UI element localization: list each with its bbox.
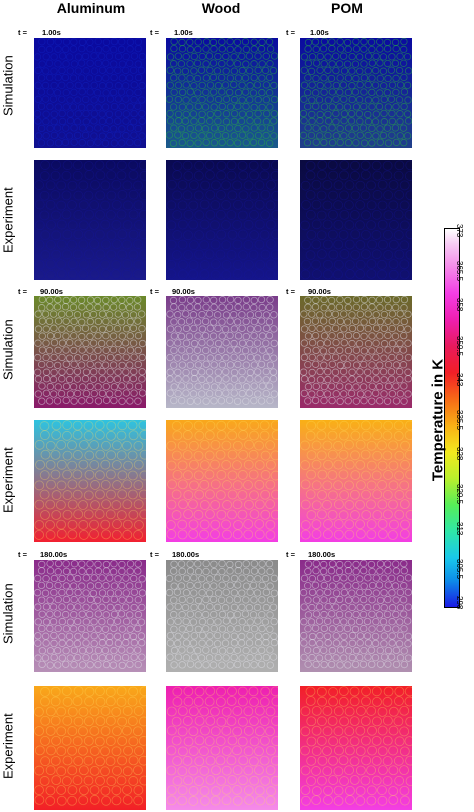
row-label-simulation-1: Simulation bbox=[0, 55, 16, 117]
experiment-panel bbox=[300, 160, 412, 280]
time-value-label: 1.00s bbox=[310, 28, 329, 37]
time-prefix-label: t = bbox=[150, 550, 159, 559]
colorbar-tick-label: 373 bbox=[455, 224, 464, 238]
time-prefix-label: t = bbox=[286, 287, 295, 296]
time-prefix-label: t = bbox=[286, 550, 295, 559]
experiment-panel bbox=[34, 686, 146, 810]
time-value-label: 180.00s bbox=[308, 550, 336, 559]
panel-image bbox=[166, 420, 278, 542]
colorbar-tick-label: 320.5 bbox=[455, 484, 464, 505]
colorbar-tick-label: 328 bbox=[455, 447, 464, 461]
panel-image bbox=[300, 420, 412, 542]
row-label-experiment-2: Experiment bbox=[0, 447, 16, 513]
time-value-label: 90.00s bbox=[308, 287, 331, 296]
colorbar-gradient bbox=[445, 229, 459, 607]
temperature-colorbar bbox=[444, 228, 460, 608]
simulation-panel bbox=[34, 296, 146, 408]
experiment-panel bbox=[300, 686, 412, 810]
simulation-panel bbox=[300, 296, 412, 408]
time-value-label: 90.00s bbox=[40, 287, 63, 296]
panel-image bbox=[166, 38, 278, 148]
time-prefix-label: t = bbox=[18, 287, 27, 296]
panel-image bbox=[300, 296, 412, 408]
time-value-label: 180.00s bbox=[172, 550, 200, 559]
column-header-wood: Wood bbox=[201, 0, 241, 16]
simulation-panel bbox=[166, 560, 278, 672]
time-value-label: 180.00s bbox=[40, 550, 68, 559]
colorbar-tick-label: 313 bbox=[455, 521, 464, 535]
experiment-panel bbox=[34, 160, 146, 280]
colorbar-title: Temperature in K bbox=[429, 358, 447, 482]
row-label-experiment-3: Experiment bbox=[0, 713, 16, 779]
panel-image bbox=[166, 686, 278, 810]
simulation-panel bbox=[34, 560, 146, 672]
experiment-panel bbox=[300, 420, 412, 542]
panel-image bbox=[34, 38, 146, 148]
row-label-simulation-2: Simulation bbox=[0, 319, 16, 381]
column-header-pom: POM bbox=[331, 0, 363, 16]
time-value-label: 1.00s bbox=[174, 28, 193, 37]
colorbar-tick-label: 343 bbox=[455, 372, 464, 387]
panel-image bbox=[34, 686, 146, 810]
row-label-simulation-3: Simulation bbox=[0, 583, 16, 645]
colorbar-tick-label: 298 bbox=[455, 596, 464, 610]
time-value-label: 1.00s bbox=[42, 28, 61, 37]
time-value-label: 90.00s bbox=[172, 287, 195, 296]
colorbar-tick-label: 305.5 bbox=[455, 558, 464, 579]
panel-image bbox=[34, 296, 146, 408]
time-prefix-label: t = bbox=[150, 287, 159, 296]
experiment-panel bbox=[166, 420, 278, 542]
panel-image bbox=[300, 560, 412, 672]
experiment-panel bbox=[166, 686, 278, 810]
simulation-panel bbox=[166, 296, 278, 408]
panel-image bbox=[166, 560, 278, 672]
time-prefix-label: t = bbox=[18, 550, 27, 559]
time-prefix-label: t = bbox=[286, 28, 295, 37]
row-label-experiment-1: Experiment bbox=[0, 187, 16, 253]
colorbar-tick-label: 350.5 bbox=[455, 335, 464, 356]
time-prefix-label: t = bbox=[18, 28, 27, 37]
panel-image bbox=[34, 420, 146, 542]
colorbar-tick-label: 365.5 bbox=[455, 261, 464, 282]
panel-image bbox=[34, 160, 146, 280]
simulation-panel bbox=[166, 38, 278, 148]
simulation-panel bbox=[300, 560, 412, 672]
panel-image bbox=[300, 38, 412, 148]
colorbar-tick-label: 335.5 bbox=[455, 410, 464, 431]
experiment-panel bbox=[34, 420, 146, 542]
time-prefix-label: t = bbox=[150, 28, 159, 37]
panel-image bbox=[300, 160, 412, 280]
panel-image bbox=[166, 160, 278, 280]
panel-image bbox=[34, 560, 146, 672]
panel-image bbox=[300, 686, 412, 810]
experiment-panel bbox=[166, 160, 278, 280]
column-header-aluminum: Aluminum bbox=[56, 0, 126, 16]
simulation-panel bbox=[300, 38, 412, 148]
colorbar-tick-label: 358 bbox=[455, 298, 464, 312]
simulation-panel bbox=[34, 38, 146, 148]
panel-image bbox=[166, 296, 278, 408]
